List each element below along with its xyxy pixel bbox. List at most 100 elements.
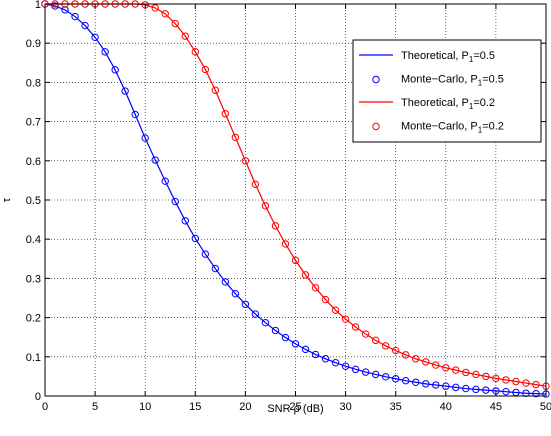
series-point-1: [241, 300, 250, 308]
series-point-1: [432, 381, 440, 389]
series-point-3: [231, 133, 240, 141]
series-point-3: [171, 19, 179, 28]
legend-label-main: Theoretical, P: [401, 50, 469, 62]
legend-label-subscript: 1: [478, 79, 483, 88]
series-point-3: [512, 377, 520, 386]
y-axis-label: τ: [1, 197, 13, 202]
series-point-1: [472, 385, 480, 394]
series-point-1: [462, 384, 470, 393]
y-tick-label: 0.3: [26, 273, 41, 285]
x-tick-label: 50: [540, 401, 551, 413]
y-tick-label: 0.1: [26, 352, 41, 364]
series-point-1: [131, 110, 139, 119]
series-point-1: [111, 66, 119, 74]
legend-label: Theoretical, P1=0.5: [401, 50, 495, 64]
x-tick-label: 10: [139, 401, 151, 413]
x-tick-label: 5: [92, 401, 98, 413]
y-tick-label: 0.4: [26, 234, 41, 246]
series-point-3: [462, 368, 470, 377]
series-point-1: [141, 134, 149, 142]
series-point-1: [161, 177, 169, 185]
series-point-1: [271, 326, 280, 335]
series-point-3: [341, 315, 350, 323]
x-tick-label: 20: [239, 401, 251, 413]
series-point-1: [532, 389, 540, 398]
series-point-3: [502, 376, 510, 384]
y-tick-label: 1: [35, 0, 41, 11]
series-point-1: [361, 368, 370, 376]
series-point-1: [301, 345, 310, 354]
series-point-1: [502, 387, 510, 396]
series-point-3: [381, 342, 390, 350]
series-point-3: [211, 86, 220, 94]
series-point-1: [211, 264, 220, 273]
series-point-3: [522, 379, 530, 387]
series-point-1: [281, 333, 290, 342]
series-point-3: [311, 284, 320, 292]
x-tick-label: 0: [42, 401, 48, 413]
legend-label-subscript: 1: [478, 126, 483, 135]
series-point-1: [381, 373, 390, 381]
x-tick-label: 35: [390, 401, 402, 413]
x-tick-label: 40: [440, 401, 452, 413]
x-tick-label: 25: [289, 401, 301, 413]
series-point-3: [371, 336, 380, 345]
series-point-3: [221, 110, 230, 118]
legend-label-main: Theoretical, P: [401, 97, 469, 109]
series-point-3: [301, 271, 310, 279]
series-point-1: [91, 33, 99, 42]
legend-swatch-marker: [372, 122, 380, 131]
series-point-3: [201, 65, 210, 74]
legend-label-tail: =0.5: [473, 50, 495, 62]
series-point-1: [251, 310, 260, 318]
series-point-3: [251, 180, 260, 189]
x-tick-label: 45: [490, 401, 502, 413]
series-point-3: [181, 32, 189, 40]
x-axis-label: SNR ρ (dB): [267, 403, 323, 415]
series-point-3: [492, 374, 500, 383]
series-point-3: [442, 364, 450, 372]
series-point-3: [452, 366, 460, 374]
legend-label-tail: =0.5: [482, 74, 504, 86]
series-point-1: [291, 340, 300, 348]
legend-label-subscript: 1: [469, 102, 474, 111]
series-point-3: [241, 157, 250, 165]
series-point-3: [261, 202, 270, 210]
series-point-1: [321, 355, 330, 363]
series-point-3: [482, 372, 490, 381]
legend-label-main: Monte−Carlo, P: [401, 121, 478, 133]
series-point-3: [331, 306, 340, 314]
series-point-3: [271, 222, 280, 230]
series-point-1: [171, 197, 179, 206]
legend-label-tail: =0.2: [482, 121, 504, 133]
series-point-1: [71, 12, 79, 21]
series-point-3: [291, 256, 300, 265]
legend-label-main: Monte−Carlo, P: [401, 74, 478, 86]
series-point-1: [412, 378, 420, 386]
series-point-3: [351, 323, 360, 331]
series-point-3: [161, 10, 169, 18]
series-point-1: [341, 362, 350, 370]
series-point-3: [321, 295, 330, 304]
series-point-1: [81, 21, 89, 30]
series-point-1: [351, 365, 360, 374]
series-point-1: [121, 87, 129, 95]
series-point-1: [452, 383, 460, 392]
series-point-3: [422, 358, 430, 366]
series-point-1: [221, 278, 230, 286]
series-point-3: [402, 351, 410, 359]
series-point-3: [392, 346, 400, 355]
legend-label: Theoretical, P1=0.2: [401, 97, 495, 111]
series-point-3: [281, 240, 290, 248]
x-tick-label: 15: [189, 401, 201, 413]
series-point-1: [371, 370, 380, 379]
series-point-1: [311, 350, 320, 359]
series-point-1: [181, 217, 189, 225]
legend-label: Monte−Carlo, P1=0.2: [401, 121, 504, 135]
series-point-1: [261, 318, 270, 327]
axis-ticks: 0 5 10 15 20 25 30 35 40 45 50 0 0.1 0.2 0.3 0.4 0.5 0.6 0…: [26, 0, 551, 413]
series-point-1: [231, 289, 240, 298]
y-tick-label: 0.6: [26, 156, 41, 168]
series-point-1: [61, 6, 69, 14]
